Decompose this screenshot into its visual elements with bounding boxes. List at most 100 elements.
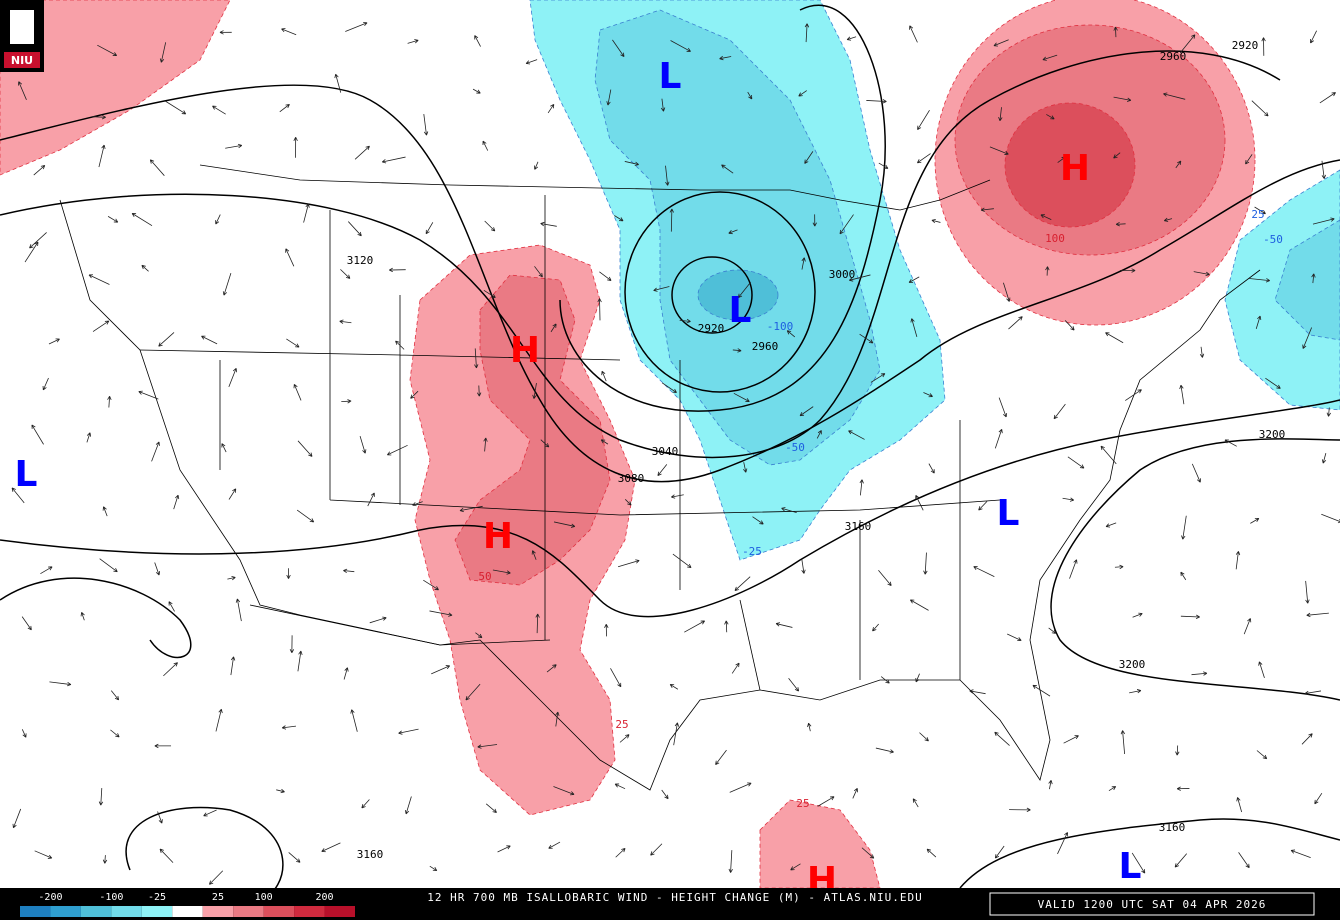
wind-arrow bbox=[926, 848, 937, 858]
wind-arrow bbox=[798, 90, 807, 97]
wind-arrow bbox=[1069, 559, 1078, 579]
valid-box bbox=[989, 892, 1315, 916]
wind-arrow bbox=[614, 215, 624, 222]
low-center: L bbox=[1119, 846, 1142, 887]
wind-arrow bbox=[610, 668, 622, 688]
wind-arrow bbox=[1120, 730, 1126, 755]
wind-arrow bbox=[227, 576, 236, 581]
wind-arrow bbox=[973, 566, 995, 577]
wind-arrow bbox=[660, 98, 666, 112]
wind-arrow bbox=[799, 406, 814, 417]
wind-arrow bbox=[285, 248, 295, 267]
wind-arrow bbox=[459, 505, 483, 513]
legend-swatch bbox=[202, 906, 234, 917]
wind-arrow bbox=[599, 271, 612, 281]
wind-arrow bbox=[673, 722, 680, 746]
wind-arrow bbox=[102, 855, 108, 864]
wind-arrow bbox=[1131, 852, 1146, 874]
contour-label: 2960 bbox=[752, 340, 779, 353]
change-label: 50 bbox=[478, 570, 491, 583]
wind-arrow bbox=[423, 114, 429, 136]
height-change-fills bbox=[0, 0, 1340, 889]
wind-arrow bbox=[1007, 633, 1022, 642]
low-center: L bbox=[729, 290, 752, 331]
wind-arrow bbox=[540, 221, 557, 227]
wind-arrow bbox=[219, 30, 232, 35]
wind-arrow bbox=[743, 462, 748, 473]
wind-arrow bbox=[235, 598, 242, 622]
wind-arrow bbox=[878, 162, 889, 169]
wind-arrow bbox=[386, 444, 408, 456]
wind-arrow bbox=[24, 241, 39, 263]
wind-arrow bbox=[350, 709, 358, 732]
wind-arrow bbox=[477, 744, 498, 749]
wind-arrow bbox=[978, 501, 988, 511]
wind-arrow bbox=[969, 689, 986, 695]
wind-arrow bbox=[288, 852, 301, 863]
wind-arrow bbox=[1062, 497, 1075, 502]
wind-arrow bbox=[875, 747, 894, 754]
wind-arrow bbox=[732, 348, 742, 353]
wind-arrow bbox=[715, 749, 727, 765]
wind-arrow bbox=[1105, 332, 1124, 344]
wind-arrow bbox=[597, 298, 602, 321]
wind-arrow bbox=[159, 848, 174, 863]
wind-arrow bbox=[1063, 735, 1079, 744]
wind-arrow bbox=[225, 143, 243, 149]
wind-arrow bbox=[661, 382, 677, 394]
wind-arrow bbox=[534, 161, 539, 170]
wind-arrow bbox=[880, 676, 890, 684]
wind-arrow bbox=[497, 845, 511, 853]
wind-arrow bbox=[472, 88, 481, 94]
wind-arrow bbox=[34, 850, 53, 859]
logo-emblem bbox=[10, 10, 34, 44]
legend-swatch bbox=[172, 906, 203, 917]
wind-arrow bbox=[492, 569, 511, 575]
contour-label: 3120 bbox=[347, 254, 374, 267]
wind-arrow bbox=[215, 708, 223, 732]
wind-arrow bbox=[737, 281, 752, 299]
wind-arrow bbox=[404, 796, 412, 815]
wind-arrow bbox=[1053, 403, 1066, 420]
wind-arrow bbox=[102, 506, 108, 517]
wind-arrow bbox=[138, 390, 159, 400]
legend: -200 -100 -25 25 100 200 bbox=[20, 892, 355, 917]
wind-arrow bbox=[1114, 564, 1124, 570]
wind-arrow bbox=[846, 36, 857, 41]
wind-arrow bbox=[1193, 271, 1210, 277]
wind-arrow bbox=[429, 610, 453, 617]
wind-arrow bbox=[555, 711, 560, 727]
wind-arrow bbox=[1125, 389, 1142, 401]
wind-arrow bbox=[989, 146, 1009, 155]
change-label: -50 bbox=[785, 441, 805, 454]
wind-arrow bbox=[423, 579, 439, 591]
wind-arrow bbox=[321, 842, 341, 853]
wind-arrow bbox=[553, 521, 576, 528]
wind-arrow bbox=[361, 799, 370, 809]
wind-arrow bbox=[485, 803, 497, 813]
contour-label: 3160 bbox=[845, 520, 872, 533]
wind-arrow bbox=[1057, 156, 1066, 163]
change-label: 25 bbox=[1251, 208, 1264, 221]
wind-arrow bbox=[909, 599, 929, 611]
wind-arrow bbox=[289, 635, 295, 653]
wind-arrow bbox=[1236, 797, 1243, 813]
wind-arrow bbox=[31, 424, 44, 445]
wind-arrow bbox=[92, 320, 110, 332]
wind-arrow bbox=[345, 21, 368, 32]
wind-arrow bbox=[158, 332, 175, 347]
wind-arrow bbox=[1057, 832, 1069, 855]
wind-arrow bbox=[915, 495, 924, 511]
wind-arrow bbox=[1115, 221, 1126, 227]
wind-arrow bbox=[993, 39, 1009, 47]
contour-label: 3200 bbox=[1259, 428, 1286, 441]
logo-band bbox=[4, 52, 40, 68]
wind-arrow bbox=[221, 443, 227, 453]
wind-arrow bbox=[1179, 34, 1196, 54]
wind-arrow bbox=[484, 220, 496, 232]
contour-label: 2920 bbox=[1232, 39, 1259, 52]
wind-arrow bbox=[670, 40, 691, 52]
wind-arrow bbox=[1119, 268, 1136, 273]
wind-arrow bbox=[1129, 689, 1142, 694]
wind-arrow bbox=[531, 550, 537, 560]
